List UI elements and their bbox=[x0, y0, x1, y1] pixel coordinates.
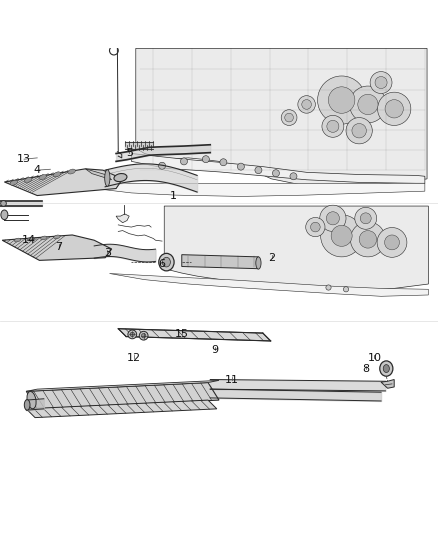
Text: 5: 5 bbox=[126, 148, 133, 158]
Circle shape bbox=[360, 213, 371, 224]
Circle shape bbox=[290, 173, 297, 180]
Circle shape bbox=[159, 162, 166, 169]
Ellipse shape bbox=[159, 253, 174, 271]
Ellipse shape bbox=[25, 177, 32, 182]
Circle shape bbox=[355, 207, 377, 229]
Circle shape bbox=[350, 86, 386, 123]
Polygon shape bbox=[381, 379, 394, 388]
Circle shape bbox=[320, 205, 346, 231]
Circle shape bbox=[343, 287, 349, 292]
Text: 12: 12 bbox=[127, 353, 141, 364]
Circle shape bbox=[220, 159, 227, 166]
Ellipse shape bbox=[105, 169, 110, 187]
Text: 2: 2 bbox=[268, 253, 275, 263]
Circle shape bbox=[375, 77, 387, 88]
Polygon shape bbox=[2, 235, 112, 260]
Circle shape bbox=[322, 115, 344, 138]
Ellipse shape bbox=[1, 210, 8, 220]
Circle shape bbox=[358, 94, 378, 115]
Ellipse shape bbox=[27, 391, 36, 409]
Ellipse shape bbox=[1, 200, 6, 206]
Text: 3: 3 bbox=[104, 248, 111, 259]
Circle shape bbox=[328, 87, 355, 114]
Text: 13: 13 bbox=[17, 154, 31, 164]
Ellipse shape bbox=[162, 257, 170, 267]
Circle shape bbox=[378, 92, 411, 125]
Ellipse shape bbox=[68, 169, 75, 174]
Circle shape bbox=[327, 120, 339, 132]
Circle shape bbox=[331, 225, 352, 246]
Circle shape bbox=[377, 228, 407, 257]
Polygon shape bbox=[88, 183, 425, 197]
Polygon shape bbox=[182, 255, 258, 269]
Circle shape bbox=[255, 167, 262, 174]
Text: 7: 7 bbox=[56, 242, 63, 252]
Polygon shape bbox=[118, 329, 271, 341]
Text: 1: 1 bbox=[170, 191, 177, 201]
Ellipse shape bbox=[39, 175, 46, 180]
Circle shape bbox=[285, 113, 293, 122]
Ellipse shape bbox=[128, 330, 137, 339]
Polygon shape bbox=[116, 214, 129, 223]
Text: 10: 10 bbox=[367, 353, 381, 364]
Circle shape bbox=[359, 231, 377, 248]
Circle shape bbox=[302, 100, 311, 109]
Ellipse shape bbox=[14, 238, 21, 242]
Polygon shape bbox=[4, 169, 123, 196]
Polygon shape bbox=[85, 169, 112, 180]
Circle shape bbox=[281, 110, 297, 125]
Text: 8: 8 bbox=[362, 365, 369, 374]
Polygon shape bbox=[26, 400, 217, 418]
Polygon shape bbox=[110, 273, 428, 296]
Text: 15: 15 bbox=[175, 329, 189, 340]
Circle shape bbox=[237, 163, 244, 170]
Ellipse shape bbox=[10, 180, 18, 185]
Polygon shape bbox=[136, 49, 427, 188]
Text: 14: 14 bbox=[21, 235, 35, 245]
Ellipse shape bbox=[114, 174, 127, 182]
Circle shape bbox=[321, 215, 363, 257]
Ellipse shape bbox=[380, 361, 393, 376]
Polygon shape bbox=[164, 206, 428, 290]
Polygon shape bbox=[26, 383, 219, 409]
Ellipse shape bbox=[383, 365, 389, 373]
Text: 4: 4 bbox=[34, 165, 41, 175]
Polygon shape bbox=[131, 154, 425, 183]
Circle shape bbox=[311, 222, 320, 232]
Ellipse shape bbox=[41, 236, 47, 240]
Polygon shape bbox=[26, 381, 219, 391]
Ellipse shape bbox=[54, 235, 60, 239]
Circle shape bbox=[346, 118, 372, 144]
Circle shape bbox=[318, 76, 366, 124]
Ellipse shape bbox=[256, 257, 261, 269]
Circle shape bbox=[298, 96, 315, 113]
Text: 11: 11 bbox=[225, 375, 239, 385]
Circle shape bbox=[352, 124, 366, 138]
Ellipse shape bbox=[24, 400, 30, 410]
Circle shape bbox=[370, 71, 392, 93]
Ellipse shape bbox=[28, 237, 34, 241]
Circle shape bbox=[326, 285, 331, 290]
Circle shape bbox=[385, 235, 399, 250]
Circle shape bbox=[202, 156, 209, 163]
Circle shape bbox=[306, 217, 325, 237]
Text: 9: 9 bbox=[211, 345, 218, 355]
Ellipse shape bbox=[141, 334, 146, 338]
Circle shape bbox=[350, 222, 385, 257]
Ellipse shape bbox=[130, 332, 134, 336]
Ellipse shape bbox=[139, 332, 148, 340]
Circle shape bbox=[272, 169, 279, 177]
Text: 6: 6 bbox=[159, 260, 166, 269]
Circle shape bbox=[385, 100, 403, 118]
Circle shape bbox=[326, 212, 339, 225]
Circle shape bbox=[180, 158, 187, 165]
Ellipse shape bbox=[53, 172, 61, 177]
